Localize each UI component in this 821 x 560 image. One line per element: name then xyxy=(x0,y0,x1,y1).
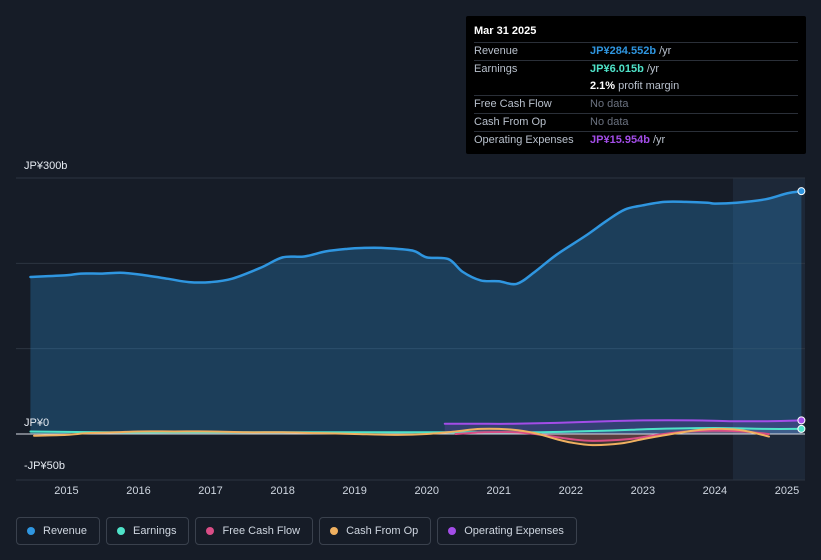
tooltip-label xyxy=(474,78,590,95)
tooltip-value: JP¥15.954b xyxy=(590,134,650,146)
tooltip-value: 2.1% xyxy=(590,80,616,92)
tooltip-label: Cash From Op xyxy=(474,116,547,128)
legend-item-free-cash-flow[interactable]: Free Cash Flow xyxy=(195,517,314,545)
x-tick-label: 2024 xyxy=(702,485,728,497)
x-tick-label: 2021 xyxy=(486,485,512,497)
tooltip-label: Free Cash Flow xyxy=(474,98,552,110)
tooltip-row: Free Cash Flow No data xyxy=(474,95,798,113)
legend-label: Earnings xyxy=(133,525,177,537)
tooltip-unit: /yr xyxy=(652,134,666,146)
legend-dot-icon xyxy=(448,527,457,535)
x-tick-label: 2023 xyxy=(630,485,656,497)
tooltip-date: Mar 31 2025 xyxy=(474,25,537,37)
x-tick-label: 2025 xyxy=(774,485,800,497)
tooltip-value: JP¥6.015b xyxy=(590,63,644,75)
free-cash-flow-area xyxy=(455,430,769,441)
x-tick-label: 2020 xyxy=(414,485,439,497)
x-tick-label: 2015 xyxy=(54,485,79,497)
legend-dot-icon xyxy=(27,527,35,535)
plot-background xyxy=(16,178,805,480)
revenue-line xyxy=(29,189,803,286)
operating-expenses-end-point xyxy=(797,416,806,425)
tooltip-row: 2.1% profit margin xyxy=(474,78,798,95)
tooltip-unit: profit margin xyxy=(618,80,680,92)
cash-from-op-line xyxy=(33,427,770,447)
tooltip-row: Earnings JP¥6.015b/yr xyxy=(474,60,798,78)
tooltip-row: Cash From Op No data xyxy=(474,113,798,131)
data-tooltip: Mar 31 2025 Revenue JP¥284.552b/yr Earning… xyxy=(466,16,806,154)
tooltip-label: Operating Expenses xyxy=(474,134,574,146)
tooltip-unit: /yr xyxy=(659,45,672,57)
x-tick-label: 2022 xyxy=(558,485,584,497)
tooltip-label: Revenue xyxy=(474,45,519,57)
tooltip-unit: /yr xyxy=(646,63,660,75)
legend-label: Operating Expenses xyxy=(464,525,564,537)
legend-dot-icon xyxy=(117,527,126,535)
legend-label: Revenue xyxy=(43,525,88,537)
earnings-end-point xyxy=(797,424,806,433)
revenue-area xyxy=(30,191,802,434)
tooltip-value: No data xyxy=(590,116,629,128)
tooltip-row: Operating Expenses JP¥15.954b/yr xyxy=(474,131,798,149)
legend-item-earnings[interactable]: Earnings xyxy=(106,517,190,545)
revenue-end-point xyxy=(797,187,806,196)
tooltip-row: Revenue JP¥284.552b/yr xyxy=(474,42,798,60)
legend-item-revenue[interactable]: Revenue xyxy=(16,517,101,545)
legend-label: Cash From Op xyxy=(346,525,419,537)
tooltip-label: Earnings xyxy=(474,63,518,75)
x-tick-label: 2018 xyxy=(270,485,295,497)
legend-dot-icon xyxy=(330,527,339,535)
tooltip-value: No data xyxy=(590,98,629,110)
chart-legend: Revenue Earnings Free Cash Flow Cash From O… xyxy=(16,517,583,545)
x-tick-label: 2016 xyxy=(126,485,151,497)
legend-item-operating-expenses[interactable]: Operating Expenses xyxy=(437,517,577,545)
legend-dot-icon xyxy=(206,527,215,535)
legend-item-cash-from-op[interactable]: Cash From Op xyxy=(319,517,432,545)
tooltip-value: JP¥284.552b xyxy=(590,45,657,57)
y-tick-label: JP¥0 xyxy=(24,417,50,429)
y-tick-label: JP¥300b xyxy=(24,160,68,172)
free-cash-flow-line xyxy=(454,429,770,442)
y-tick-label: -JP¥50b xyxy=(24,460,65,472)
operating-expenses-line xyxy=(443,419,803,425)
legend-label: Free Cash Flow xyxy=(222,525,301,537)
x-tick-label: 2017 xyxy=(198,485,223,497)
x-tick-label: 2019 xyxy=(342,485,367,497)
